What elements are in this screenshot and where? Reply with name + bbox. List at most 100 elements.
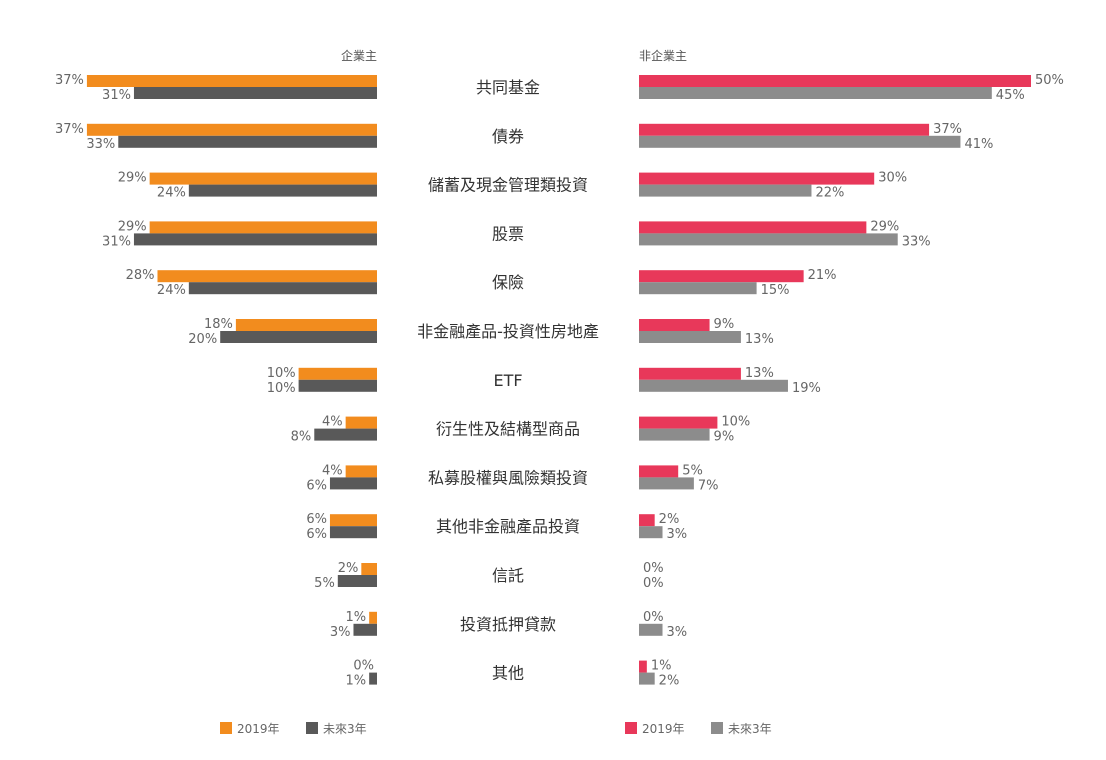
right-value-future: 9% (714, 430, 735, 445)
right-bar-future (639, 428, 710, 441)
left-bar-2019 (149, 172, 377, 185)
left-value-future: 24% (157, 283, 186, 298)
right-value-future: 33% (902, 234, 931, 249)
left-bar-future (188, 184, 377, 197)
right-bar-future (639, 477, 694, 490)
right-value-2019: 0% (643, 561, 664, 576)
right-bar-future (639, 623, 663, 636)
left-value-2019: 37% (55, 122, 84, 137)
left-value-future: 10% (267, 381, 296, 396)
right-value-2019: 29% (870, 219, 899, 234)
right-value-future: 2% (659, 674, 680, 689)
right-bar-2019 (639, 465, 679, 478)
left-value-future: 31% (102, 88, 131, 103)
left-bar-future (329, 477, 377, 490)
left-value-future: 24% (157, 186, 186, 201)
right-bar-2019 (639, 660, 647, 673)
right-value-2019: 30% (878, 171, 907, 186)
right-bar-future (639, 672, 655, 685)
right-value-2019: 2% (659, 512, 680, 527)
right-value-future: 45% (996, 88, 1025, 103)
left-value-2019: 6% (306, 512, 327, 527)
right-bar-2019 (639, 270, 804, 283)
category-label: 債券 (492, 127, 524, 146)
left-bar-future (188, 282, 377, 295)
right-legend-swatch (625, 722, 637, 734)
right-bar-2019 (639, 221, 867, 234)
left-bar-future (298, 379, 377, 392)
left-value-2019: 29% (118, 219, 147, 234)
left-bar-future (369, 672, 377, 685)
category-label: 私募股權與風險類投資 (428, 468, 588, 487)
category-label: 非金融產品-投資性房地產 (417, 322, 599, 341)
right-value-future: 3% (667, 527, 688, 542)
right-legend-label: 2019年 (642, 722, 685, 736)
left-bar-future (353, 623, 377, 636)
left-bar-2019 (345, 416, 377, 429)
left-bar-future (329, 526, 377, 539)
left-value-future: 6% (306, 478, 327, 493)
right-panel: 非企業主 50% 45% 37%41% 30% 22% 29%33% 21% 15% 9% 13% 1… (639, 48, 1064, 689)
left-value-2019: 4% (322, 415, 343, 430)
left-bar-future (220, 331, 377, 343)
right-value-2019: 21% (808, 268, 837, 283)
left-value-future: 8% (291, 430, 312, 445)
right-value-2019: 0% (643, 610, 664, 625)
left-bar-future (133, 87, 377, 99)
right-value-2019: 10% (721, 415, 750, 430)
left-value-2019: 29% (118, 171, 147, 186)
left-value-2019: 37% (55, 73, 84, 88)
right-bar-2019 (639, 319, 710, 331)
category-label: 股票 (492, 224, 524, 243)
category-label: 其他非金融產品投資 (436, 517, 580, 536)
left-bar-2019 (329, 514, 377, 527)
left-value-2019: 28% (126, 268, 155, 283)
left-legend-label: 未來3年 (323, 722, 367, 736)
left-value-2019: 2% (338, 561, 359, 576)
left-legend-swatch (306, 722, 318, 734)
right-value-future: 15% (761, 283, 790, 298)
left-bar-future (118, 135, 377, 148)
right-legend-swatch (711, 722, 723, 734)
right-value-future: 41% (964, 137, 993, 152)
right-value-future: 0% (643, 576, 664, 591)
right-bar-future (639, 379, 788, 392)
category-label: 其他 (492, 664, 524, 683)
left-bar-2019 (298, 367, 377, 380)
left-bar-2019 (157, 270, 377, 283)
right-value-2019: 9% (714, 317, 735, 332)
right-legend-label: 未來3年 (728, 722, 772, 736)
right-value-future: 19% (792, 381, 821, 396)
left-value-future: 33% (86, 137, 115, 152)
left-panel: 企業主37%31%37%33%29%24%29%31%28%24%18%20%1… (55, 48, 378, 689)
category-label: 投資抵押貸款 (460, 615, 556, 634)
right-bar-future (639, 282, 757, 295)
right-bar-2019 (639, 416, 718, 429)
category-label: 共同基金 (476, 78, 540, 97)
left-value-2019: 1% (346, 610, 367, 625)
left-value-2019: 4% (322, 463, 343, 478)
right-bar-2019 (639, 172, 875, 185)
left-bar-future (314, 428, 377, 441)
right-value-future: 13% (745, 332, 774, 347)
right-value-2019: 37% (933, 122, 962, 137)
left-bar-2019 (361, 563, 377, 575)
right-bar-2019 (639, 75, 1031, 87)
left-value-2019: 0% (353, 659, 374, 674)
category-label: 信託 (492, 566, 524, 585)
right-bar-future (639, 135, 961, 148)
left-legend-swatch (220, 722, 232, 734)
right-panel-title: 非企業主 (639, 48, 687, 63)
left-value-future: 5% (314, 576, 335, 591)
right-value-2019: 5% (682, 463, 703, 478)
left-bar-2019 (235, 319, 377, 331)
left-bar-future (337, 575, 377, 587)
right-bar-future (639, 331, 741, 343)
right-value-2019: 1% (651, 659, 672, 674)
left-value-future: 6% (306, 527, 327, 542)
category-label: ETF (493, 371, 522, 390)
right-value-2019: 50% (1035, 73, 1064, 88)
category-label: 保險 (492, 273, 524, 292)
